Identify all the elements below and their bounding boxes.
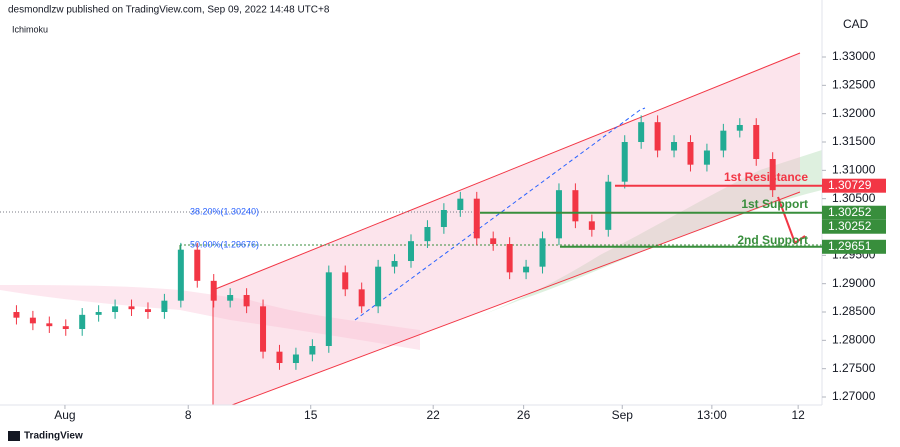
y-tick-label: 1.32000 — [832, 106, 876, 120]
candle-body — [276, 351, 283, 364]
candle-body — [408, 241, 414, 262]
candle-body — [194, 249, 201, 281]
candle-body — [736, 125, 743, 131]
candle-body — [703, 150, 710, 165]
y-tick-label: 1.28000 — [832, 333, 876, 347]
y-tick-label: 1.28500 — [832, 304, 876, 318]
price-tag — [822, 205, 886, 220]
footer-logo: TradingView — [24, 431, 83, 442]
candle-body — [440, 210, 447, 228]
x-tick-label: 12 — [791, 408, 805, 422]
indicator-label: Ichimoku — [12, 24, 48, 34]
ichimoku-cloud-red — [0, 285, 420, 350]
candle-body — [161, 300, 168, 313]
candle-body — [588, 221, 595, 230]
channel-fill — [213, 53, 800, 405]
x-tick-label: Aug — [54, 408, 75, 422]
candle-body — [128, 306, 135, 310]
y-tick-label: 1.33000 — [832, 49, 876, 63]
candle-body — [325, 272, 332, 347]
candle-body — [112, 306, 119, 313]
y-tick-label: 1.31500 — [832, 134, 876, 148]
channel-upper — [212, 52, 801, 291]
candle-body — [605, 181, 612, 230]
candle-body — [506, 244, 513, 273]
x-tick-label: 26 — [517, 408, 531, 422]
price-tag — [822, 178, 886, 193]
candle-body — [342, 272, 349, 290]
x-tick-label: 22 — [427, 408, 441, 422]
price-tag-label: 1.30729 — [828, 178, 872, 192]
candle-body — [555, 190, 562, 239]
candle-body — [227, 295, 234, 301]
y-tick-label: 1.27500 — [832, 361, 876, 375]
candle-body — [260, 306, 267, 352]
candle-body — [62, 326, 69, 330]
y-tick-label: 1.31000 — [832, 163, 876, 177]
candle-body — [13, 312, 20, 318]
candle-body — [769, 159, 776, 191]
candle-body — [457, 198, 464, 211]
price-tag-label: 1.29651 — [828, 239, 872, 253]
y-tick-label: 1.30500 — [832, 191, 876, 205]
candle-body — [523, 266, 530, 273]
level-label: 1st Resistance — [724, 170, 808, 184]
candle-body — [572, 190, 579, 222]
candle-body — [654, 122, 661, 151]
y-tick-label: 1.27000 — [832, 389, 876, 403]
candle-body — [638, 122, 645, 143]
header: desmondlzw published on TradingView.com,… — [8, 5, 330, 16]
candle-body — [79, 314, 86, 330]
candle-body — [177, 249, 184, 301]
candle-body — [292, 354, 299, 364]
price-tag — [822, 239, 886, 254]
candle-body — [309, 346, 316, 355]
trend-dash — [354, 107, 646, 321]
candle-body — [473, 198, 480, 239]
candle-body — [720, 130, 727, 151]
candle-body — [424, 227, 431, 242]
y-tick-label: 1.29000 — [832, 276, 876, 290]
candle-body — [391, 261, 398, 267]
price-tag-label: 1.30252 — [828, 219, 872, 233]
candle-body — [671, 142, 678, 151]
candle-body — [753, 125, 760, 160]
candle-body — [243, 295, 250, 307]
candle-body — [210, 280, 217, 301]
candle-body — [29, 317, 36, 324]
x-tick-label: 13:00 — [697, 408, 727, 422]
ichimoku-cloud-green — [470, 150, 822, 320]
x-tick-label: Sep — [612, 408, 634, 422]
candle-body — [46, 323, 53, 327]
candle-body — [375, 266, 382, 307]
candle-body — [490, 238, 497, 245]
candle-body — [539, 238, 546, 267]
logo-icon — [8, 431, 20, 441]
channel-lower — [231, 191, 801, 406]
candle-body — [144, 309, 151, 313]
price-tag-label: 1.30252 — [828, 205, 872, 219]
x-tick-label: 15 — [304, 408, 318, 422]
level-label: 1st Support — [741, 197, 808, 211]
candle-body — [687, 142, 694, 165]
fib-label: 50.00%(1.29676) — [190, 239, 259, 249]
candle-body — [358, 289, 365, 307]
candle-body — [621, 142, 628, 182]
price-tag — [822, 219, 886, 234]
fib-label: 38.20%(1.30240) — [190, 206, 259, 216]
y-tick-label: 1.32500 — [832, 78, 876, 92]
level-label: 2nd Support — [737, 233, 808, 247]
x-tick-label: 8 — [185, 408, 192, 422]
candle-body — [95, 312, 102, 315]
currency: CAD — [843, 17, 869, 31]
